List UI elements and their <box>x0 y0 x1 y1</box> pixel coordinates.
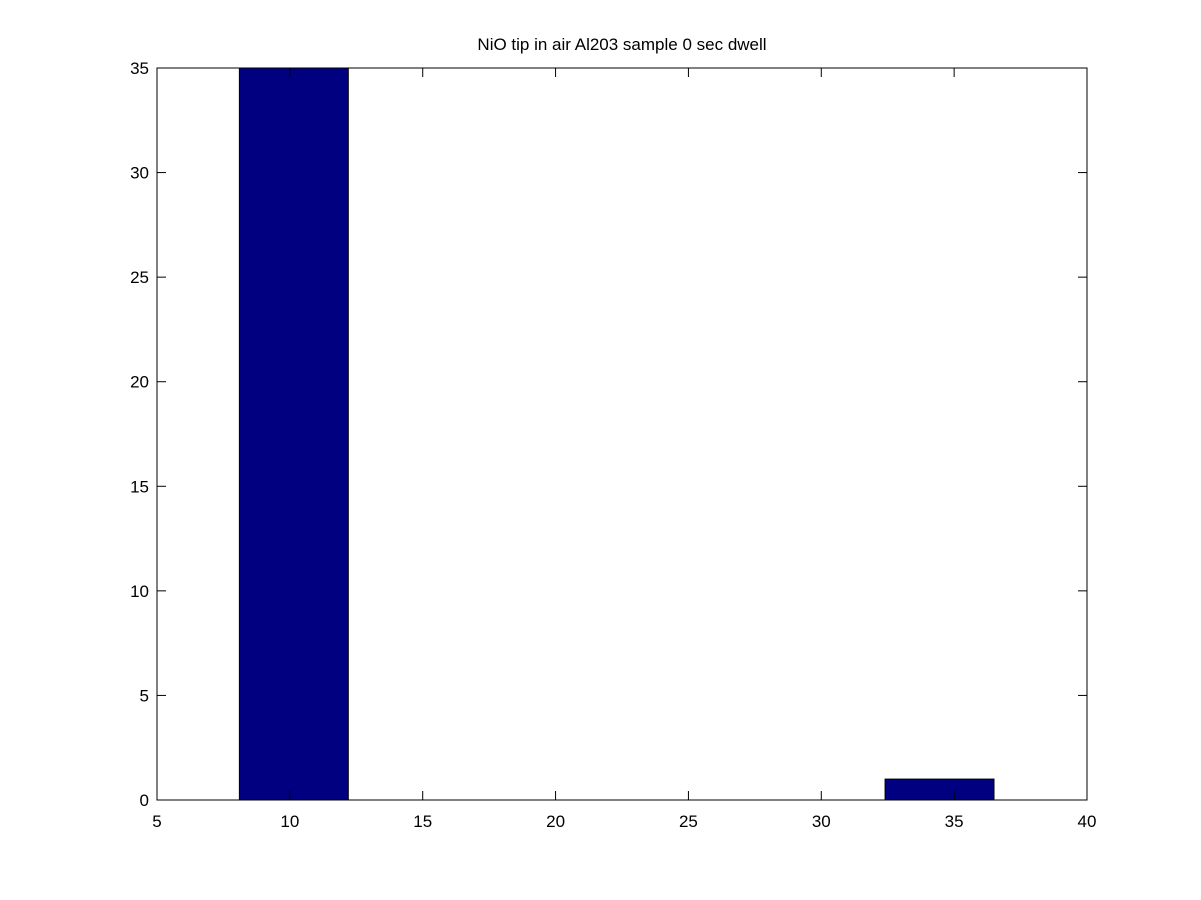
y-tick-label-7: 35 <box>130 59 149 78</box>
x-tick-label-7: 40 <box>1078 812 1097 831</box>
x-tick-label-1: 10 <box>280 812 299 831</box>
bars-layer <box>238 67 995 801</box>
y-tick-label-0: 0 <box>140 791 149 810</box>
bar-0 <box>238 67 349 801</box>
x-tick-label-6: 35 <box>945 812 964 831</box>
y-tick-label-3: 15 <box>130 477 149 496</box>
y-tick-label-6: 30 <box>130 164 149 183</box>
x-tick-label-2: 15 <box>413 812 432 831</box>
y-tick-label-2: 10 <box>130 582 149 601</box>
y-tick-label-5: 25 <box>130 268 149 287</box>
y-tick-label-4: 20 <box>130 373 149 392</box>
bar-1 <box>884 778 995 801</box>
chart-title: NiO tip in air Al203 sample 0 sec dwell <box>477 35 766 54</box>
x-tick-label-4: 25 <box>679 812 698 831</box>
x-tick-label-5: 30 <box>812 812 831 831</box>
x-tick-label-0: 5 <box>152 812 161 831</box>
x-tick-label-3: 20 <box>546 812 565 831</box>
axes-frame <box>156 67 1088 801</box>
y-tick-label-1: 5 <box>140 686 149 705</box>
